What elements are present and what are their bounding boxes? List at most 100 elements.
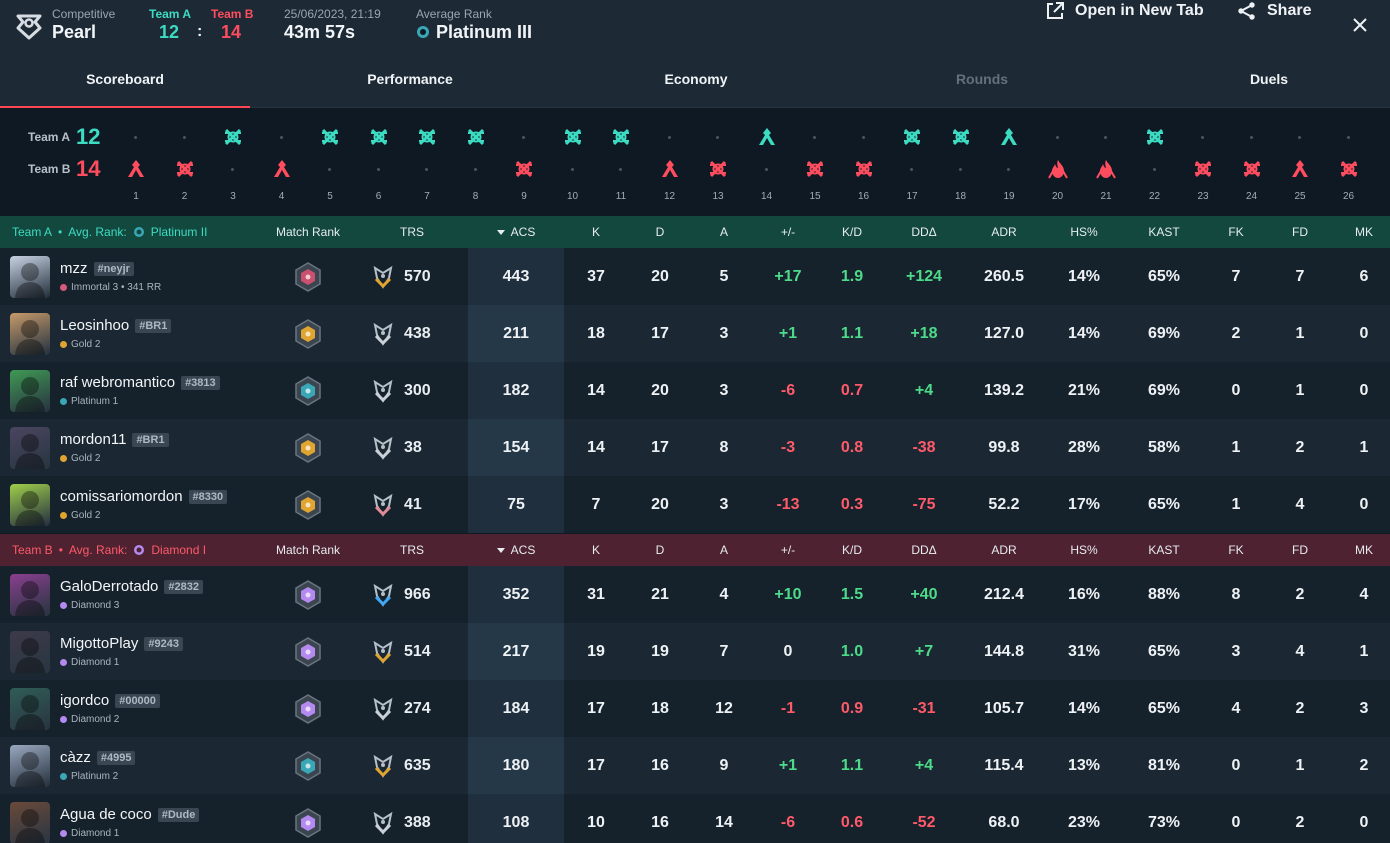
round-loss-dot — [1298, 136, 1301, 139]
column-header-d[interactable]: D — [634, 534, 686, 566]
player-name[interactable]: càzz #4995 — [60, 749, 136, 766]
round-loss-dot — [1055, 136, 1059, 139]
column-header-a[interactable]: A — [698, 216, 750, 248]
round-24[interactable]: 24 — [1237, 108, 1267, 216]
player-row[interactable]: càzz #4995 Platinum 2 635 180 17 16 9 +1 1.1 +4 115… — [0, 737, 1390, 794]
player-name[interactable]: Leosinhoo #BR1 — [60, 317, 172, 334]
tab-rounds[interactable]: Rounds — [955, 71, 1009, 87]
round-1[interactable]: 1 — [121, 108, 151, 216]
column-header-match-rank[interactable]: Match Rank — [268, 534, 348, 566]
column-header-fd[interactable]: FD — [1274, 534, 1326, 566]
round-16[interactable]: 16 — [849, 108, 879, 216]
trs-value: 388 — [404, 814, 431, 831]
team-b-name: Team B — [12, 543, 53, 557]
player-row[interactable]: igordco #00000 Diamond 2 274 184 17 18 12 -1 0.9 -… — [0, 680, 1390, 737]
player-row[interactable]: GaloDerrotado #2832 Diamond 3 966 352 31 21 4 +1… — [0, 566, 1390, 623]
player-row[interactable]: mordon11 #BR1 Gold 2 38 154 14 17 8 -3 0.8 -38 99.8… — [0, 419, 1390, 476]
trs-tier-icon — [373, 811, 393, 835]
column-header-k[interactable]: K — [570, 216, 622, 248]
round-22[interactable]: 22 — [1140, 108, 1170, 216]
player-name[interactable]: MigottoPlay #9243 — [60, 635, 183, 652]
round-3[interactable]: 3 — [218, 108, 248, 216]
round-6[interactable]: 6 — [364, 108, 394, 216]
timeline-team-b-label: Team B — [28, 162, 71, 176]
round-18[interactable]: 18 — [946, 108, 976, 216]
column-header-trs[interactable]: TRS — [380, 216, 444, 248]
column-header-fk[interactable]: FK — [1210, 534, 1262, 566]
column-header-d[interactable]: D — [634, 216, 686, 248]
column-header-mk[interactable]: MK — [1338, 534, 1390, 566]
round-26[interactable]: 26 — [1334, 108, 1364, 216]
share-button[interactable]: Share — [1237, 0, 1311, 22]
round-21[interactable]: 21 — [1091, 108, 1121, 216]
column-header-match-rank[interactable]: Match Rank — [268, 216, 348, 248]
column-header-dd[interactable]: DDΔ — [890, 216, 958, 248]
round-11[interactable]: 11 — [606, 108, 636, 216]
open-new-tab-button[interactable]: Open in New Tab — [1045, 0, 1204, 22]
column-header-mk[interactable]: MK — [1338, 216, 1390, 248]
column-header-a[interactable]: A — [698, 534, 750, 566]
tab-performance[interactable]: Performance — [367, 71, 453, 87]
column-header-hs[interactable]: HS% — [1046, 216, 1122, 248]
player-name[interactable]: raf webromantico #3813 — [60, 374, 220, 391]
round-number: 4 — [278, 191, 285, 202]
column-header-trs[interactable]: TRS — [380, 534, 444, 566]
column-header-hs[interactable]: HS% — [1046, 534, 1122, 566]
round-2[interactable]: 2 — [170, 108, 200, 216]
column-header-kast[interactable]: KAST — [1124, 534, 1204, 566]
round-5[interactable]: 5 — [315, 108, 345, 216]
column-header-[interactable]: +/- — [758, 534, 818, 566]
column-header-k[interactable]: K — [570, 534, 622, 566]
player-row[interactable]: Agua de coco #Dude Diamond 1 388 108 10 16 14 -6… — [0, 794, 1390, 843]
player-rank-text: Diamond 3 — [71, 600, 120, 611]
player-name[interactable]: igordco #00000 — [60, 692, 160, 709]
column-header-label: TRS — [400, 543, 424, 557]
round-20[interactable]: 20 — [1043, 108, 1073, 216]
player-name[interactable]: mzz #neyjr — [60, 260, 134, 277]
column-header-dd[interactable]: DDΔ — [890, 534, 958, 566]
player-name[interactable]: GaloDerrotado #2832 — [60, 578, 203, 595]
column-header-adr[interactable]: ADR — [964, 534, 1044, 566]
column-header-k-d[interactable]: K/D — [822, 216, 882, 248]
tab-scoreboard[interactable]: Scoreboard — [0, 52, 250, 108]
round-8[interactable]: 8 — [461, 108, 491, 216]
column-header-[interactable]: +/- — [758, 216, 818, 248]
player-row[interactable]: mzz #neyjr Immortal 3 • 341 RR 570 443 37 20 5 +… — [0, 248, 1390, 305]
player-row[interactable]: raf webromantico #3813 Platinum 1 300 182 14 2… — [0, 362, 1390, 419]
player-row[interactable]: MigottoPlay #9243 Diamond 1 514 217 19 19 7 0 1.0… — [0, 623, 1390, 680]
round-10[interactable]: 10 — [558, 108, 588, 216]
column-header-acs[interactable]: ACS — [468, 216, 564, 248]
player-row[interactable]: comissariomordon #8330 Gold 2 41 75 7 20 3 -13 0.… — [0, 476, 1390, 533]
player-row[interactable]: Leosinhoo #BR1 Gold 2 438 211 18 17 3 +1 1.1 +18 12… — [0, 305, 1390, 362]
close-icon[interactable] — [1353, 18, 1367, 32]
round-number: 22 — [1148, 191, 1161, 202]
round-17[interactable]: 17 — [897, 108, 927, 216]
round-loss-dot — [134, 136, 137, 139]
column-header-adr[interactable]: ADR — [964, 216, 1044, 248]
round-15[interactable]: 15 — [800, 108, 830, 216]
column-header-fk[interactable]: FK — [1210, 216, 1262, 248]
round-9[interactable]: 9 — [509, 108, 539, 216]
player-name[interactable]: mordon11 #BR1 — [60, 431, 169, 448]
stat-kd: 1.1 — [840, 325, 864, 342]
round-25[interactable]: 25 — [1285, 108, 1315, 216]
round-13[interactable]: 13 — [703, 108, 733, 216]
stat-d: 16 — [651, 814, 669, 831]
column-header-acs[interactable]: ACS — [468, 534, 564, 566]
round-number: 7 — [424, 191, 430, 202]
round-4[interactable]: 4 — [267, 108, 297, 216]
player-rank: Platinum 1 — [60, 396, 118, 407]
column-header-kast[interactable]: KAST — [1124, 216, 1204, 248]
round-timeline: Team A 12 Team B 14 1 2 3 4 5 6 7 8 9 10 11 12 13 14 1… — [0, 108, 1390, 216]
round-23[interactable]: 23 — [1188, 108, 1218, 216]
tab-duels[interactable]: Duels — [1249, 71, 1289, 87]
round-14[interactable]: 14 — [752, 108, 782, 216]
player-name[interactable]: Agua de coco #Dude — [60, 806, 200, 823]
player-name[interactable]: comissariomordon #8330 — [60, 488, 228, 505]
round-19[interactable]: 19 — [994, 108, 1024, 216]
tab-economy[interactable]: Economy — [664, 71, 728, 87]
column-header-k-d[interactable]: K/D — [822, 534, 882, 566]
round-7[interactable]: 7 — [412, 108, 442, 216]
column-header-fd[interactable]: FD — [1274, 216, 1326, 248]
round-12[interactable]: 12 — [655, 108, 685, 216]
